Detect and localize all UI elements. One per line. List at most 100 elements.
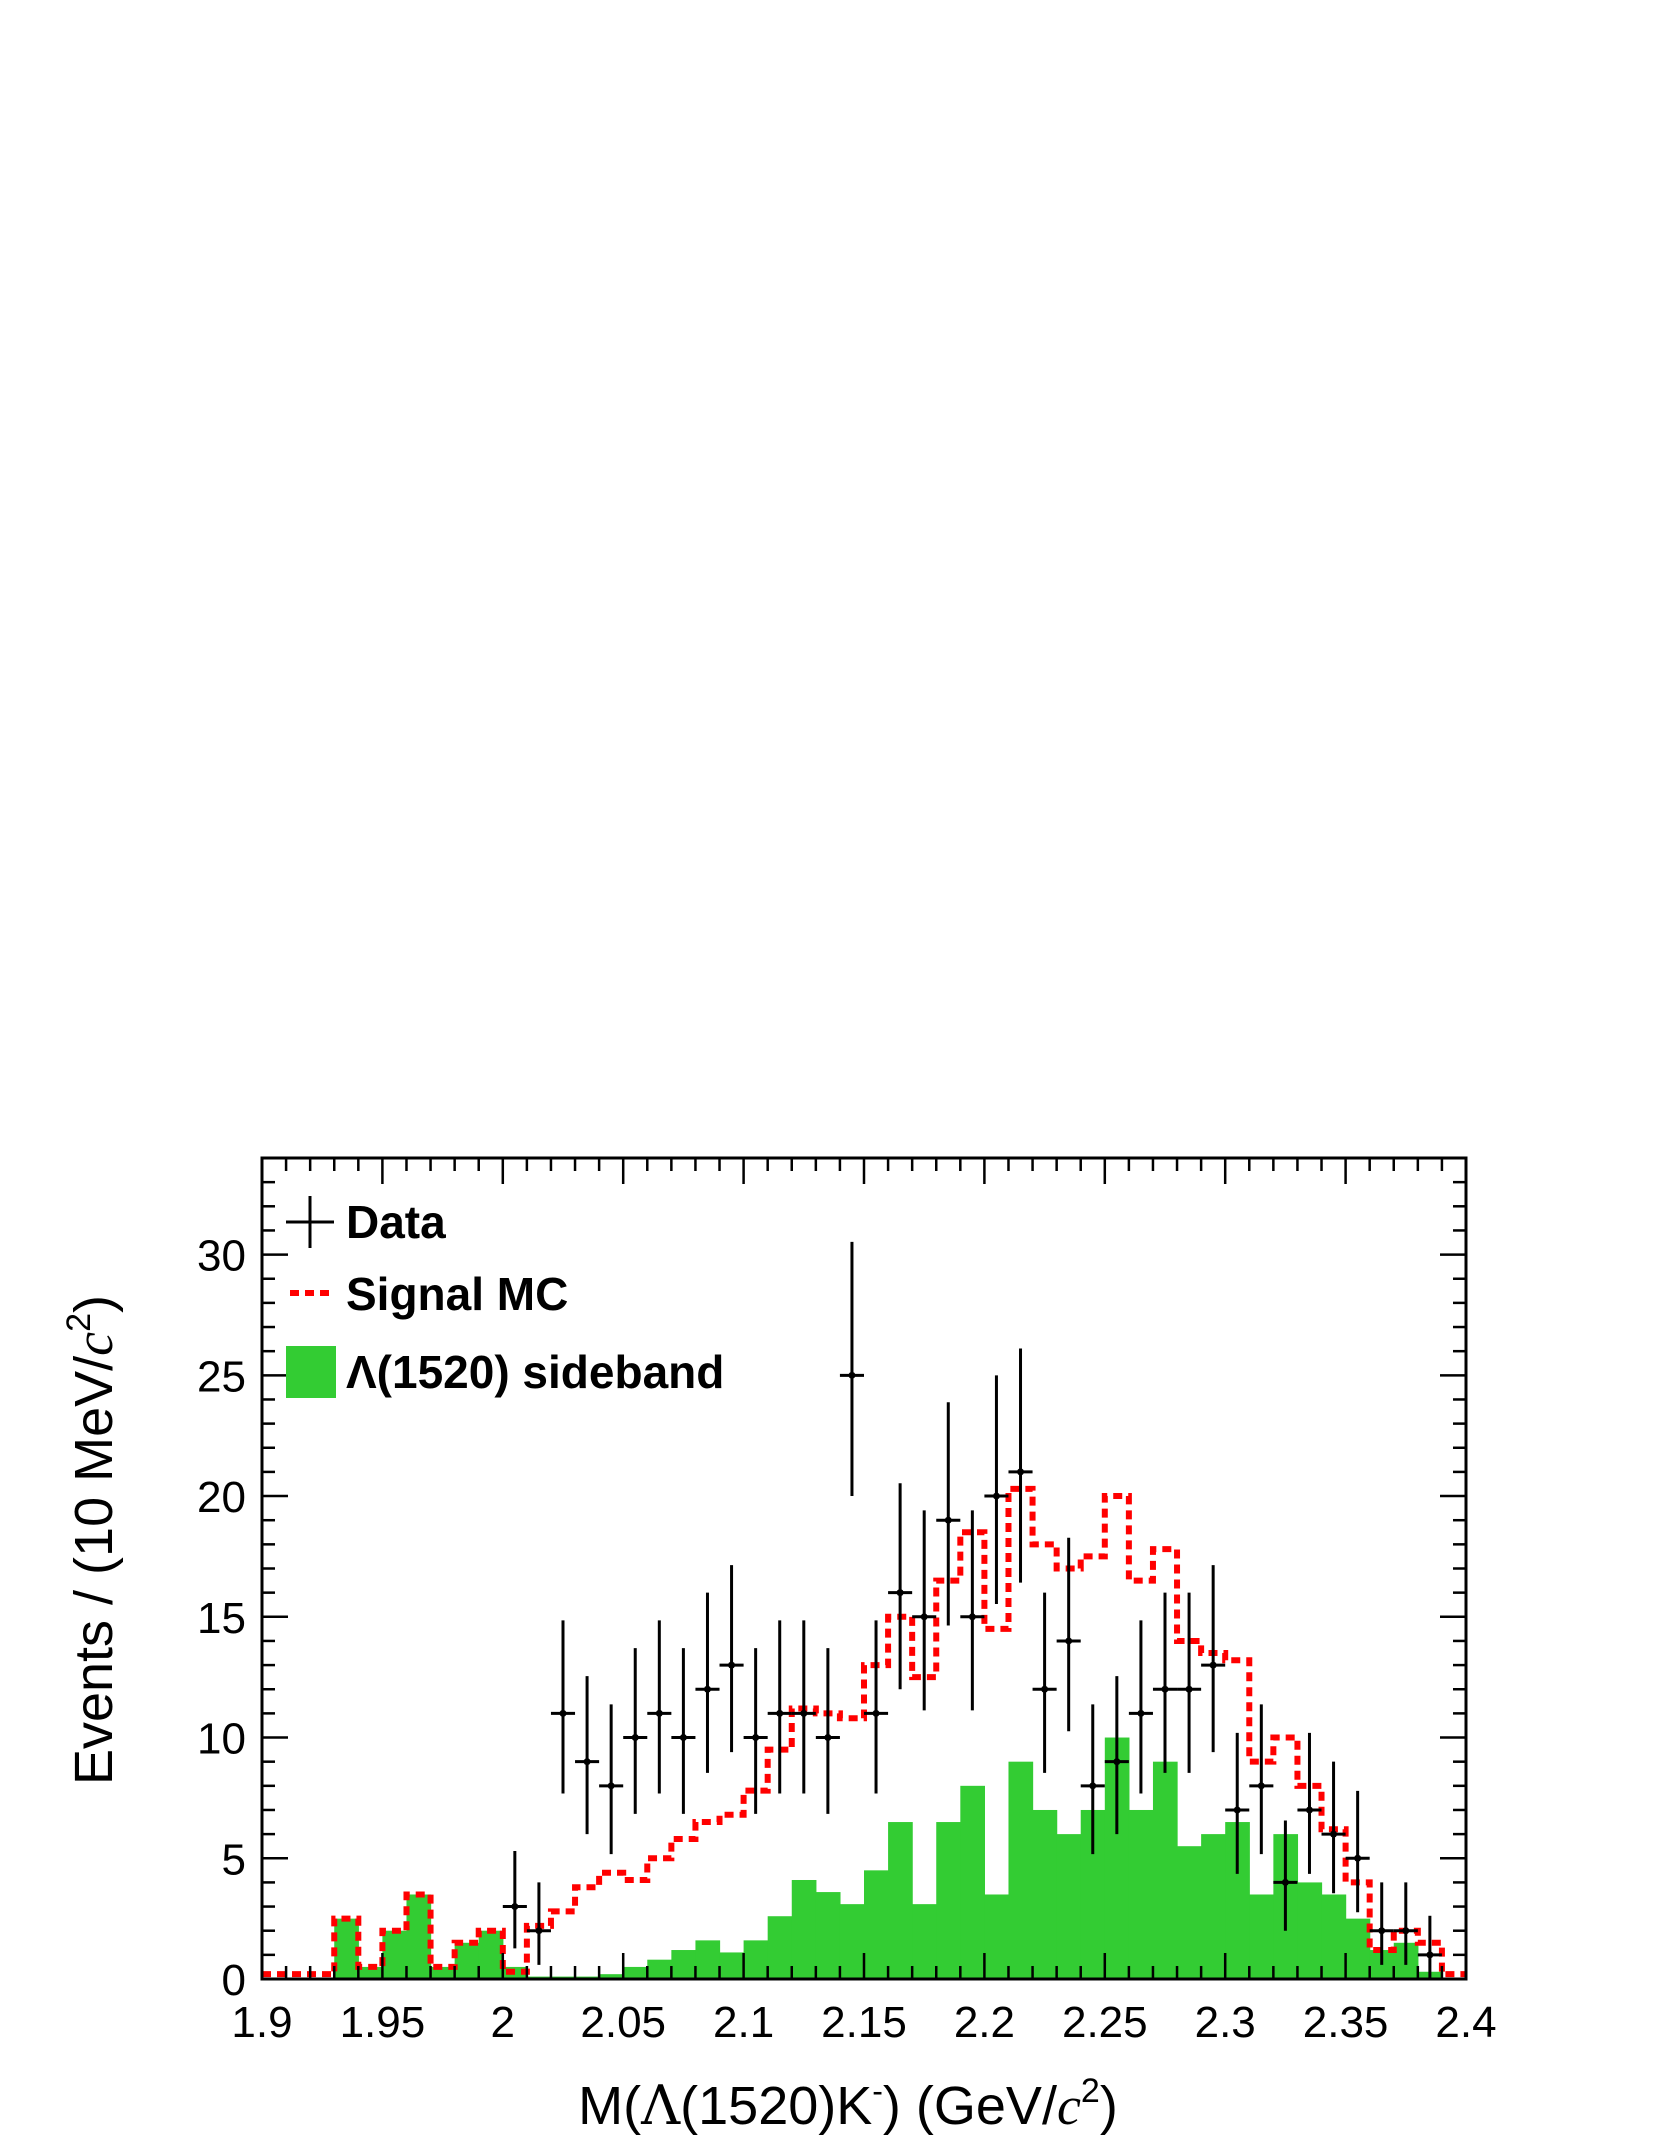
y-tick-label: 25 xyxy=(197,1352,246,1401)
data-point xyxy=(502,1850,527,1949)
data-marker xyxy=(824,1734,832,1742)
x-tick-label: 2.35 xyxy=(1303,1998,1389,2047)
data-marker xyxy=(1354,1854,1362,1862)
data-point xyxy=(743,1648,768,1814)
sideband-bar xyxy=(815,1892,841,1979)
data-marker xyxy=(1137,1709,1145,1717)
data-marker xyxy=(1041,1685,1049,1693)
x-tick-label: 2.25 xyxy=(1062,1998,1148,2047)
data-marker xyxy=(1281,1878,1289,1886)
y-tick-labels: 0 5 10 15 20 25 30 xyxy=(197,1232,246,2005)
data-marker xyxy=(920,1613,928,1621)
x-tick-label: 2.15 xyxy=(821,1998,907,2047)
data-marker xyxy=(848,1371,856,1379)
x-tick-label: 1.9 xyxy=(231,1998,292,2047)
sideband-bar xyxy=(358,1966,383,1979)
data-marker xyxy=(1402,1927,1410,1935)
data-point xyxy=(1008,1348,1033,1583)
data-point xyxy=(1273,1820,1298,1931)
legend: Data Signal MC Λ(1520) sideband xyxy=(286,1196,724,1398)
y-tick-label: 15 xyxy=(197,1594,246,1643)
sideband-bar xyxy=(671,1950,697,1979)
data-point xyxy=(1080,1704,1105,1855)
data-marker xyxy=(559,1709,567,1717)
data-marker xyxy=(631,1734,639,1742)
sideband-bar xyxy=(334,1918,359,1979)
y-tick-label: 5 xyxy=(222,1835,246,1884)
data-marker xyxy=(679,1734,687,1742)
sideband-bar xyxy=(406,1894,432,1979)
data-marker xyxy=(776,1709,784,1717)
data-point xyxy=(1297,1732,1322,1874)
sideband-histogram xyxy=(334,1737,1443,1979)
data-point xyxy=(960,1510,985,1711)
data-point xyxy=(1128,1620,1153,1794)
data-marker xyxy=(896,1589,904,1597)
y-tick-label: 20 xyxy=(197,1473,246,1522)
y-tick-label: 10 xyxy=(197,1715,246,1764)
x-tick-label: 2.1 xyxy=(713,1998,774,2047)
data-point xyxy=(1152,1592,1178,1773)
sideband-bar xyxy=(1249,1894,1274,1979)
data-marker xyxy=(1113,1758,1121,1766)
sideband-bar xyxy=(1008,1761,1034,1979)
data-marker xyxy=(607,1782,615,1790)
data-point xyxy=(623,1648,648,1814)
data-point xyxy=(1225,1732,1250,1874)
x-tick-labels: 1.9 1.95 2 2.05 2.1 2.15 2.2 2.25 2.3 2.35 2.4 xyxy=(231,1998,1496,2047)
data-point xyxy=(839,1241,864,1497)
data-point xyxy=(936,1402,961,1626)
sideband-bar xyxy=(478,1930,504,1979)
legend-entry-sideband: Λ(1520) sideband xyxy=(286,1346,724,1398)
y-tick-label: 30 xyxy=(197,1232,246,1281)
x-axis-title: M(Λ(1520)K-) (GeV/c2) xyxy=(578,2072,1118,2137)
sideband-bar xyxy=(623,1966,648,1979)
sideband-bar xyxy=(767,1916,793,1979)
data-point xyxy=(1345,1790,1370,1913)
sideband-bar xyxy=(719,1952,745,1979)
sideband-bar xyxy=(960,1785,985,1979)
data-marker xyxy=(1233,1806,1241,1814)
data-marker xyxy=(1185,1685,1193,1693)
data-point xyxy=(1249,1704,1274,1855)
sideband-bar xyxy=(1128,1809,1154,1979)
sideband-bar xyxy=(1321,1894,1347,1979)
y-axis-title: Events / (10 MeV/c2) xyxy=(60,1295,124,1785)
data-marker xyxy=(1426,1951,1434,1959)
data-marker xyxy=(728,1661,736,1669)
x-tick-label: 2 xyxy=(491,1998,515,2047)
sideband-bar xyxy=(1297,1882,1323,1979)
sideband-bar xyxy=(791,1879,817,1979)
x-tick-label: 2.05 xyxy=(580,1998,666,2047)
data-point xyxy=(1056,1537,1081,1732)
data-point xyxy=(888,1483,913,1690)
data-point xyxy=(1369,1882,1394,1965)
data-marker xyxy=(752,1734,760,1742)
sideband-bar xyxy=(1177,1846,1202,1979)
legend-label-signal-mc: Signal MC xyxy=(346,1268,568,1320)
data-point xyxy=(864,1620,889,1794)
legend-entry-data: Data xyxy=(286,1196,446,1248)
data-marker xyxy=(703,1685,711,1693)
x-tick-label: 2.3 xyxy=(1195,1998,1256,2047)
data-marker xyxy=(800,1709,808,1717)
sideband-bar xyxy=(1152,1761,1178,1979)
y-tick-label: 0 xyxy=(222,1956,246,2005)
data-marker xyxy=(583,1758,591,1766)
sideband-bar xyxy=(1056,1834,1082,1979)
sideband-bar xyxy=(382,1930,408,1979)
sideband-bar xyxy=(1032,1809,1058,1979)
data-point xyxy=(599,1704,624,1855)
sideband-bar xyxy=(743,1940,769,1979)
data-marker xyxy=(872,1709,880,1717)
data-marker xyxy=(1161,1685,1169,1693)
sideband-bar xyxy=(864,1870,889,1979)
data-marker xyxy=(1305,1806,1313,1814)
data-marker xyxy=(1089,1782,1097,1790)
data-marker xyxy=(992,1492,1000,1500)
data-point xyxy=(1321,1761,1346,1894)
data-point xyxy=(815,1648,840,1814)
data-points xyxy=(502,1241,1442,1979)
data-point xyxy=(767,1620,792,1794)
